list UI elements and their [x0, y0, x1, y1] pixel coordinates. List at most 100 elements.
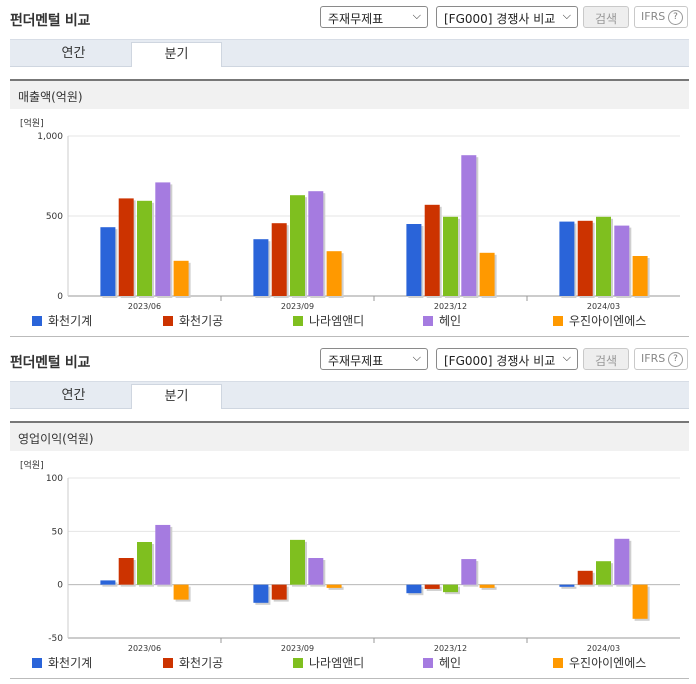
operating-profit-chart: [억원] -50 0 50 100 2023/06 2023/09 2023/12 2024/0… [0, 452, 696, 678]
chevron-down-icon: ⌵ [562, 9, 571, 22]
bar [173, 584, 189, 600]
bar [271, 584, 287, 600]
bar [290, 539, 305, 585]
legend-swatch [32, 658, 42, 668]
compare-group-value: [FG000] 경쟁사 비교 [444, 12, 556, 26]
bar [155, 524, 171, 585]
bar [308, 191, 324, 296]
chevron-down-icon: ⌵ [412, 9, 421, 22]
tab-annual[interactable]: 연간 [61, 388, 86, 403]
bar [100, 580, 116, 585]
bar [118, 558, 134, 585]
bar-shadow [481, 586, 497, 590]
bar-shadow [328, 586, 344, 590]
x-tick-label: 2023/09 [281, 302, 314, 311]
legend-label: 화천기공 [179, 313, 223, 328]
legend-swatch [293, 316, 303, 326]
legend-label: 화천기계 [48, 313, 92, 328]
tab-quarterly[interactable]: 분기 [131, 384, 222, 409]
bar [596, 216, 611, 296]
bar-shadow [561, 586, 577, 589]
legend-swatch [553, 316, 563, 326]
fundamental-panel-revenue: 펀더멘털 비교 주재무제표 ⌵ [FG000] 경쟁사 비교 ⌵ 검색 IFRS… [0, 0, 696, 337]
chart-section-header: 매출액(억원) [10, 79, 689, 109]
panel-title: 펀더멘털 비교 [10, 355, 91, 371]
x-tick-label: 2023/06 [128, 644, 161, 653]
bar [155, 182, 171, 296]
x-tick-label: 2023/09 [281, 644, 314, 653]
legend-label: 화천기계 [48, 655, 92, 670]
legend-label: 화천기공 [179, 655, 223, 670]
x-tick-label: 2023/12 [434, 302, 467, 311]
bar [443, 584, 458, 593]
bar [326, 251, 342, 296]
bar [461, 559, 477, 585]
statement-type-select[interactable]: 주재무제표 ⌵ [320, 348, 428, 370]
bar [271, 223, 287, 296]
panel-header: 펀더멘털 비교 주재무제표 ⌵ [FG000] 경쟁사 비교 ⌵ 검색 IFRS… [0, 342, 696, 376]
bar [596, 561, 611, 585]
bar [424, 584, 440, 589]
bar [424, 204, 440, 296]
bar [461, 155, 477, 296]
legend-swatch [163, 658, 173, 668]
x-tick-label: 2024/03 [587, 302, 620, 311]
legend-swatch [293, 658, 303, 668]
legend-label: 나라엠앤디 [309, 656, 364, 670]
x-tick-label: 2023/12 [434, 644, 467, 653]
bar [137, 542, 152, 585]
legend-label: 나라엠앤디 [309, 314, 364, 328]
search-button[interactable]: 검색 [583, 6, 629, 28]
compare-group-value: [FG000] 경쟁사 비교 [444, 354, 556, 368]
legend-swatch [423, 658, 433, 668]
bar [308, 558, 324, 585]
ifrs-label: IFRS [641, 352, 666, 365]
bar [614, 225, 630, 296]
bar [632, 584, 648, 619]
x-tick-label: 2023/06 [128, 302, 161, 311]
legend-swatch [163, 316, 173, 326]
tab-quarterly[interactable]: 분기 [131, 42, 222, 67]
operating-profit-chart-svg: [억원] -50 0 50 100 2023/06 2023/09 2023/12 2024/0… [20, 459, 680, 670]
section-title: 영업이익(억원) [18, 432, 94, 446]
y-tick-label: 0 [57, 292, 63, 302]
bar [577, 220, 593, 296]
tab-annual[interactable]: 연간 [61, 46, 86, 61]
compare-group-select[interactable]: [FG000] 경쟁사 비교 ⌵ [436, 348, 578, 370]
statement-type-value: 주재무제표 [328, 354, 384, 368]
bar [253, 239, 269, 296]
ifrs-help-button[interactable]: IFRS ? [634, 6, 688, 28]
legend-label: 우진아이엔에스 [569, 656, 646, 670]
bar [614, 538, 630, 585]
chevron-down-icon: ⌵ [562, 351, 571, 364]
bar [290, 195, 305, 296]
fundamental-panel-operating-profit: 펀더멘털 비교 주재무제표 ⌵ [FG000] 경쟁사 비교 ⌵ 검색 IFRS… [0, 342, 696, 684]
legend-label: 우진아이엔에스 [569, 314, 646, 328]
bar [632, 256, 648, 296]
y-tick-label: -50 [48, 634, 63, 644]
ifrs-label: IFRS [641, 10, 666, 23]
legend-label: 헤인 [439, 314, 461, 328]
compare-group-select[interactable]: [FG000] 경쟁사 비교 ⌵ [436, 6, 578, 28]
bar [406, 224, 422, 296]
search-button[interactable]: 검색 [583, 348, 629, 370]
bar [100, 227, 116, 296]
bar [559, 584, 575, 587]
panel-title: 펀더멘털 비교 [10, 13, 91, 29]
ifrs-help-button[interactable]: IFRS ? [634, 348, 688, 370]
statement-type-select[interactable]: 주재무제표 ⌵ [320, 6, 428, 28]
panel-header: 펀더멘털 비교 주재무제표 ⌵ [FG000] 경쟁사 비교 ⌵ 검색 IFRS… [0, 0, 696, 34]
statement-type-value: 주재무제표 [328, 12, 384, 26]
x-tick-label: 2024/03 [587, 644, 620, 653]
bar [173, 260, 189, 296]
bar [118, 198, 134, 296]
bar [479, 584, 495, 588]
legend-swatch [553, 658, 563, 668]
legend-label: 헤인 [439, 656, 461, 670]
question-icon: ? [668, 10, 683, 25]
chevron-down-icon: ⌵ [412, 351, 421, 364]
divider [10, 678, 689, 679]
legend-swatch [32, 316, 42, 326]
bar [443, 216, 458, 296]
bar [479, 252, 495, 296]
